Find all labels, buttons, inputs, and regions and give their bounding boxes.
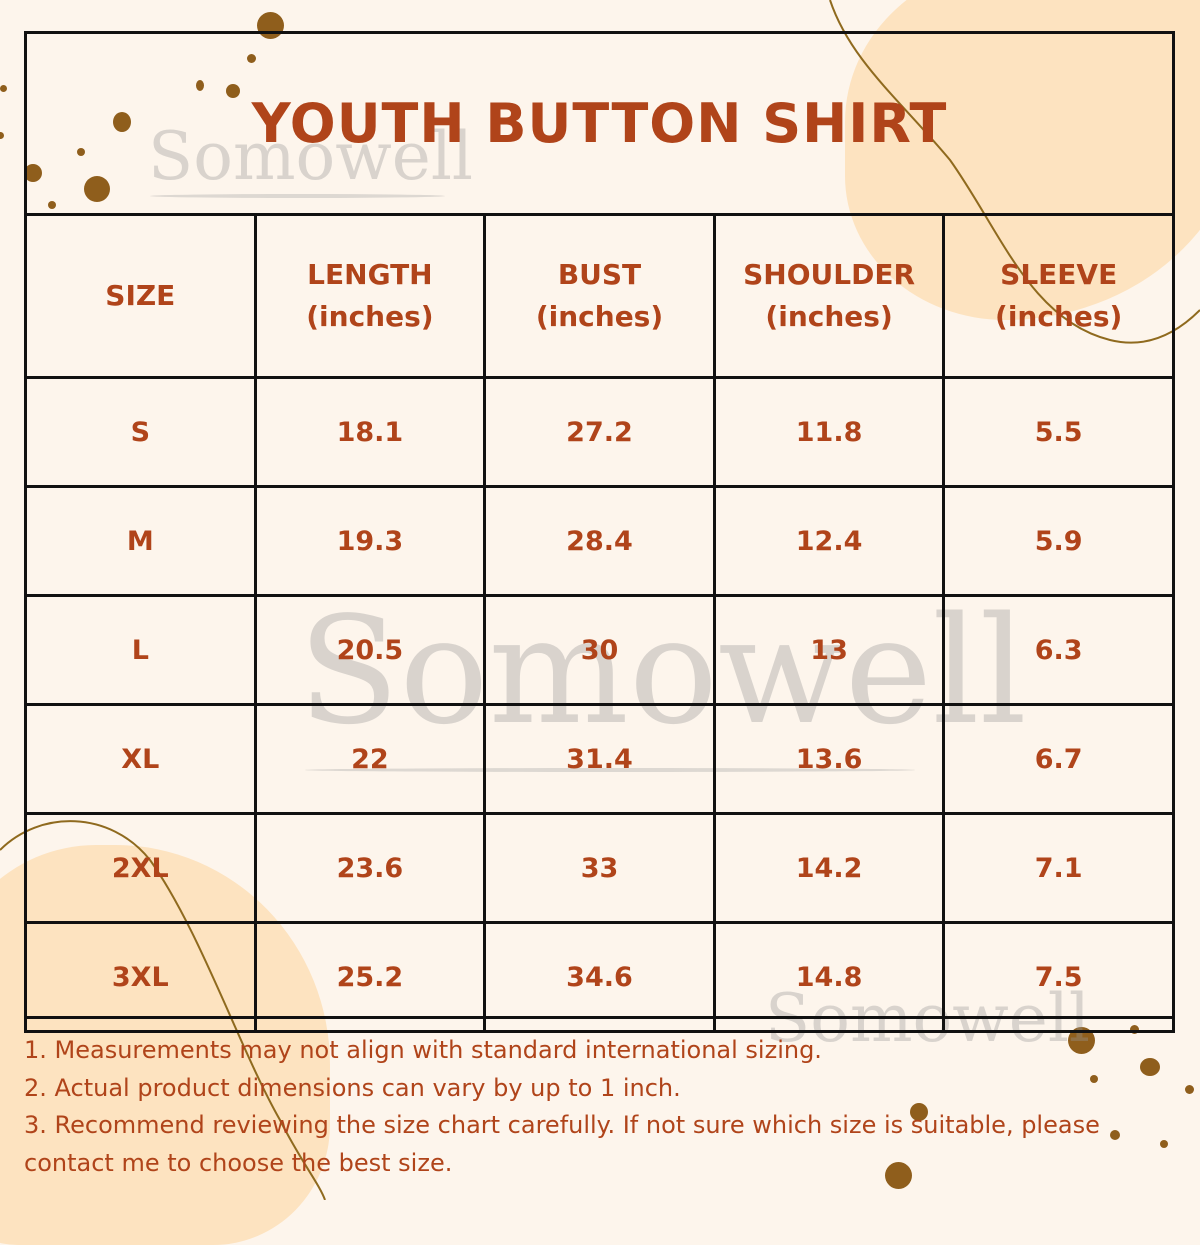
column-header-shoulder: SHOULDER (inches) (712, 213, 946, 379)
column-header-unit: (inches) (306, 300, 434, 333)
table-cell: 25.2 (253, 921, 487, 1033)
table-cell: 6.3 (942, 594, 1175, 706)
column-header-label: LENGTH (307, 258, 433, 291)
column-header-label: SIZE (105, 279, 176, 312)
table-cell: 20.5 (253, 594, 487, 706)
table-cell: 18.1 (253, 376, 487, 488)
table-cell: 30 (483, 594, 716, 706)
table-cell: 7.1 (942, 812, 1175, 924)
table-cell: 27.2 (483, 376, 716, 488)
column-header-label: SHOULDER (743, 258, 916, 291)
table-cell: 13 (712, 594, 946, 706)
column-header-unit: (inches) (535, 300, 664, 333)
column-header-size: SIZE (24, 213, 257, 379)
table-cell: 5.5 (942, 376, 1175, 488)
table-row: XL 22 31.4 13.6 6.7 (24, 703, 1175, 815)
watermark-logo: Somowell (148, 118, 474, 195)
note-3: 3. Recommend reviewing the size chart ca… (24, 1111, 1100, 1177)
table-cell: XL (24, 703, 257, 815)
table-row: S 18.1 27.2 11.8 5.5 (24, 376, 1175, 488)
table-cell: 33 (483, 812, 716, 924)
column-header-sleeve: SLEEVE (inches) (942, 213, 1175, 379)
table-cell: S (24, 376, 257, 488)
table-cell: 11.8 (712, 376, 946, 488)
page-title: YOUTH BUTTON SHIRT (251, 91, 948, 155)
note-2: 2. Actual product dimensions can vary by… (24, 1073, 681, 1102)
note-1: 1. Measurements may not align with stand… (24, 1036, 822, 1064)
table-cell: 34.6 (483, 921, 716, 1033)
table-cell: 23.6 (253, 812, 487, 924)
table-cell: 28.4 (483, 485, 716, 597)
column-header-label: SLEEVE (1000, 258, 1118, 291)
column-header-length: LENGTH (inches) (253, 213, 487, 379)
table-header-row: SIZE LENGTH (inches) BUST (inches) SHOULDER (i… (24, 213, 1175, 379)
watermark-underline (150, 194, 445, 198)
table-cell: L (24, 594, 257, 706)
table-row: L 20.5 30 13 6.3 (24, 594, 1175, 706)
table-cell: 2XL (24, 812, 257, 924)
table-cell: 14.8 (712, 921, 946, 1033)
table-cell: 12.4 (712, 485, 946, 597)
size-table: SIZE LENGTH (inches) BUST (inches) SHOULDER (i… (24, 213, 1175, 1033)
table-cell: 14.2 (712, 812, 946, 924)
table-cell: 6.7 (942, 703, 1175, 815)
table-cell: 3XL (24, 921, 257, 1033)
table-cell: 22 (253, 703, 487, 815)
table-row: 3XL 25.2 34.6 14.8 7.5 (24, 921, 1175, 1033)
column-header-unit: (inches) (765, 300, 893, 333)
column-header-bust: BUST (inches) (483, 213, 716, 379)
table-cell: 13.6 (712, 703, 946, 815)
column-header-unit: (inches) (995, 300, 1123, 333)
column-header-label: BUST (557, 258, 642, 291)
notes: 1. Measurements may not align with stand… (24, 1032, 1124, 1182)
table-cell: M (24, 485, 257, 597)
table-row: M 19.3 28.4 12.4 5.9 (24, 485, 1175, 597)
table-row: 2XL 23.6 33 14.2 7.1 (24, 812, 1175, 924)
table-cell: 31.4 (483, 703, 716, 815)
table-cell: 7.5 (942, 921, 1175, 1033)
table-cell: 19.3 (253, 485, 487, 597)
table-cell: 5.9 (942, 485, 1175, 597)
